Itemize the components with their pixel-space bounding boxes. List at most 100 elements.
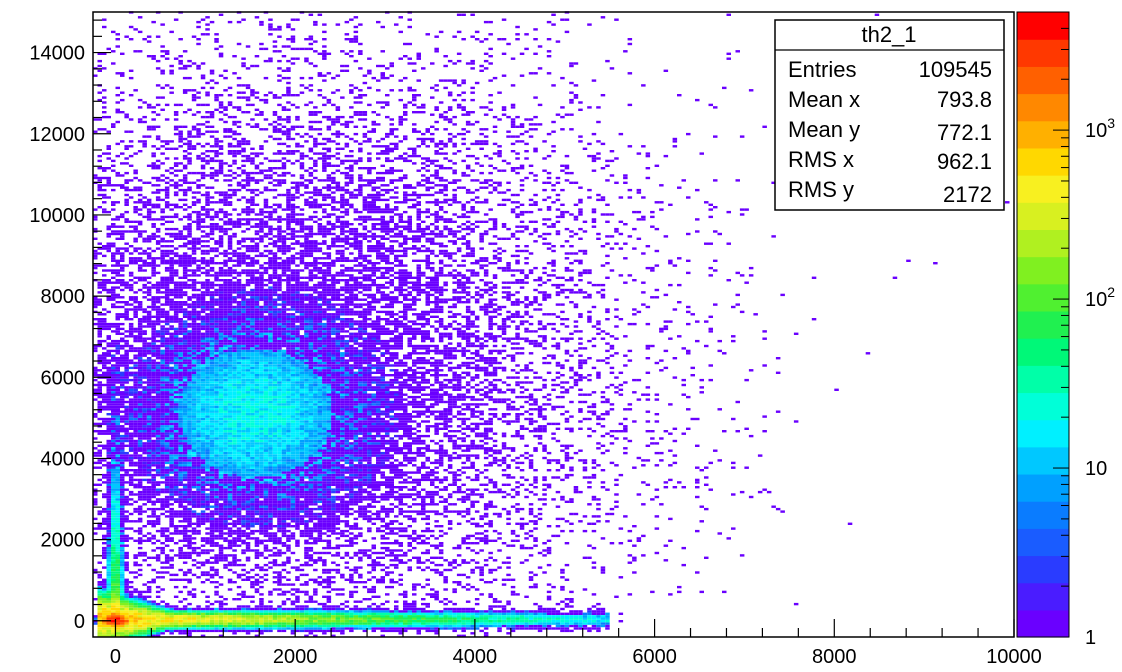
heatmap-cell	[173, 291, 179, 294]
heatmap-cell	[124, 413, 129, 416]
heatmap-cell	[128, 359, 134, 362]
heatmap-cell	[155, 464, 161, 467]
heatmap-cell	[232, 327, 237, 331]
heatmap-cell	[218, 359, 224, 362]
heatmap-cell	[106, 383, 111, 387]
heatmap-cell	[146, 235, 152, 238]
heatmap-cell	[227, 237, 233, 240]
heatmap-cell	[214, 459, 219, 462]
heatmap-cell	[209, 186, 215, 189]
heatmap-cell	[97, 583, 102, 586]
heatmap-cell	[115, 622, 120, 625]
heatmap-cell	[218, 298, 224, 301]
heatmap-cell	[102, 361, 107, 365]
heatmap-cell	[182, 381, 188, 384]
heatmap-cell	[164, 266, 170, 270]
heatmap-cell	[111, 305, 116, 309]
heatmap-cell	[169, 72, 174, 75]
heatmap-cell	[97, 624, 102, 628]
heatmap-cell	[155, 439, 161, 443]
heatmap-cell	[102, 352, 107, 355]
heatmap-cell	[214, 322, 219, 326]
heatmap-cell	[111, 605, 116, 608]
heatmap-cell	[178, 230, 183, 233]
heatmap-cell	[245, 576, 251, 579]
heatmap-cell	[236, 386, 242, 389]
heatmap-cell	[218, 476, 224, 479]
heatmap-cell	[214, 108, 219, 111]
heatmap-cell	[164, 566, 170, 569]
heatmap-cell	[128, 318, 134, 321]
heatmap-cell	[164, 322, 170, 326]
heatmap-cell	[115, 94, 120, 97]
heatmap-cell	[227, 101, 233, 104]
heatmap-cell	[209, 381, 215, 384]
heatmap-cell	[205, 213, 210, 216]
heatmap-cell	[200, 283, 206, 287]
heatmap-cell	[187, 612, 192, 615]
heatmap-cell	[214, 310, 219, 314]
heatmap-cell	[178, 125, 183, 128]
heatmap-cell	[218, 461, 224, 465]
heatmap-cell	[160, 622, 165, 625]
heatmap-cell	[182, 573, 188, 577]
heatmap-cell	[223, 488, 228, 491]
heatmap-cell	[102, 522, 107, 525]
heatmap-cell	[232, 349, 237, 353]
heatmap-cell	[209, 218, 215, 221]
heatmap-cell	[128, 262, 134, 265]
heatmap-cell	[227, 150, 233, 153]
heatmap-cell	[115, 393, 120, 396]
heatmap-cell	[205, 201, 210, 204]
heatmap-cell	[106, 391, 111, 394]
heatmap-cell	[160, 476, 165, 479]
heatmap-cell	[200, 301, 206, 304]
heatmap-cell	[241, 237, 246, 240]
heatmap-cell	[173, 364, 179, 367]
heatmap-cell	[120, 546, 125, 550]
heatmap-cell	[182, 286, 188, 289]
heatmap-cell	[102, 322, 107, 326]
heatmap-cell	[146, 432, 152, 435]
heatmap-cell	[200, 357, 206, 360]
heatmap-cell	[196, 400, 201, 404]
heatmap-cell	[160, 439, 165, 443]
heatmap-cell	[205, 198, 210, 202]
heatmap-cell	[245, 571, 251, 574]
heatmap-cell	[111, 473, 116, 477]
heatmap-cell	[115, 376, 120, 379]
heatmap-cell	[93, 617, 98, 620]
heatmap-cell	[241, 624, 246, 628]
heatmap-cell	[227, 213, 233, 216]
heatmap-cell	[173, 417, 179, 421]
heatmap-cell	[245, 522, 251, 525]
heatmap-cell	[218, 546, 224, 550]
heatmap-cell	[151, 634, 156, 637]
heatmap-cell	[124, 539, 129, 542]
heatmap-cell	[124, 583, 129, 586]
heatmap-cell	[205, 461, 210, 465]
heatmap-cell	[191, 361, 197, 365]
heatmap-cell	[102, 25, 107, 29]
heatmap-cell	[232, 471, 237, 474]
heatmap-cell	[218, 505, 224, 508]
heatmap-cell	[241, 542, 246, 545]
heatmap-cell	[214, 225, 219, 228]
heatmap-cell	[227, 288, 233, 292]
heatmap-cell	[137, 602, 143, 606]
heatmap-cell	[106, 371, 111, 374]
heatmap-cell	[124, 605, 129, 608]
heatmap-cell	[227, 561, 233, 564]
heatmap-cell	[241, 430, 246, 433]
heatmap-cell	[241, 417, 246, 421]
heatmap-cell	[241, 410, 246, 413]
heatmap-cell	[218, 451, 224, 455]
heatmap-cell	[160, 330, 165, 333]
heatmap-cell	[236, 532, 242, 535]
heatmap-cell	[236, 308, 242, 311]
heatmap-cell	[227, 615, 233, 618]
heatmap-cell	[245, 620, 251, 623]
heatmap-cell	[227, 378, 233, 382]
heatmap-cell	[128, 624, 134, 628]
heatmap-cell	[214, 444, 219, 447]
